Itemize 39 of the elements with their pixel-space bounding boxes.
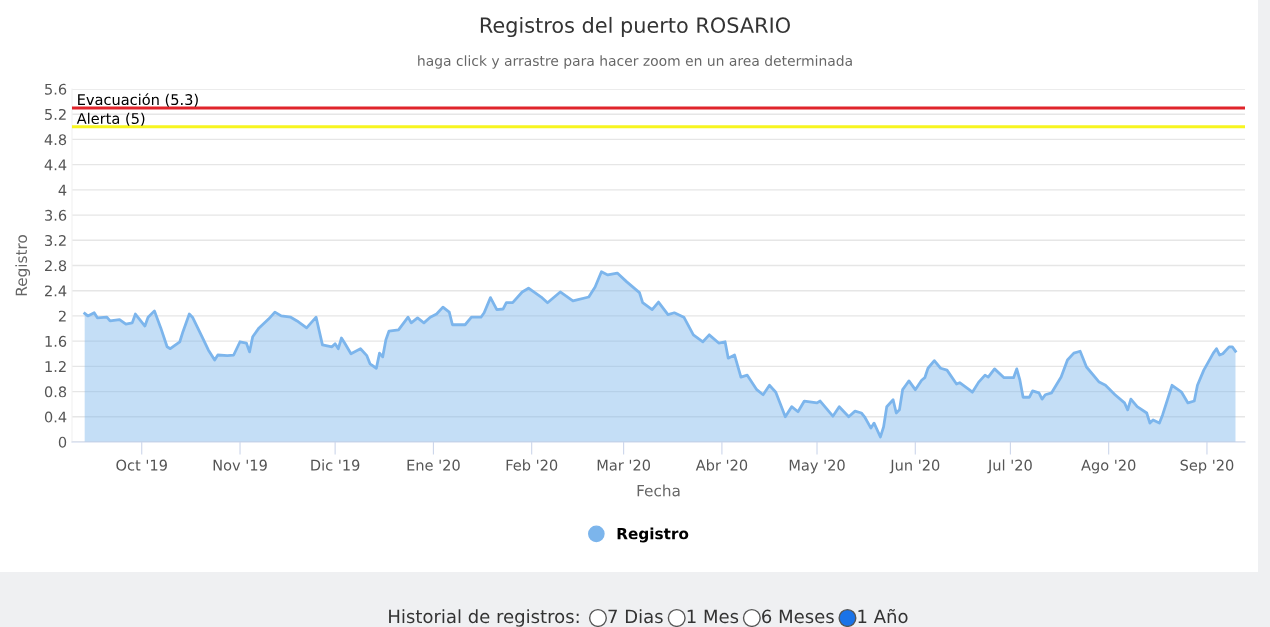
y-tick-label: 2.4 [45, 285, 67, 297]
text: 1 Año [858, 608, 908, 624]
y-tick-label: 4 [58, 184, 67, 196]
x-tick-label: Mar '20 [597, 459, 651, 471]
y-tick-label: 0 [58, 436, 67, 448]
y-tick-label: 2 [58, 310, 66, 322]
text: Historial de registros: [389, 609, 579, 627]
y-tick-label: 1.2 [45, 361, 66, 372]
y-tick-label: 3.6 [45, 209, 67, 221]
x-tick-label: Oct '19 [116, 459, 167, 471]
y-tick-label: 5.2 [45, 108, 66, 120]
legend-label: Registro [617, 527, 689, 543]
text: 6 Meses [762, 609, 834, 624]
ref-line-label: Alerta (5) [76, 112, 145, 126]
y-tick-label: 4.8 [44, 134, 67, 146]
y-tick-label: 2.8 [45, 260, 67, 272]
x-tick-label: May '20 [789, 459, 845, 474]
text: 7 Dias [608, 609, 663, 624]
text: 1 Mes [687, 609, 739, 624]
x-tick-label: Feb '20 [506, 459, 558, 471]
x-tick-label: Nov '19 [213, 459, 267, 471]
chart-title: Registros del puerto ROSARIO [480, 16, 790, 38]
x-tick-label: Jul '20 [987, 459, 1032, 474]
x-tick-label: Dic '19 [311, 459, 360, 471]
x-axis-title: Fecha [637, 484, 680, 497]
y-tick-label: 4.4 [44, 159, 67, 171]
y-axis-title: Registro [15, 235, 31, 296]
y-tick-label: 1.6 [45, 335, 67, 347]
y-tick-label: 3.2 [45, 235, 66, 247]
x-tick-label: Abr '20 [695, 459, 748, 471]
x-tick-label: Sep '20 [1180, 459, 1234, 474]
x-tick-label: Jun '20 [889, 459, 940, 474]
y-tick-label: 5.6 [45, 83, 67, 95]
y-tick-label: 0.4 [44, 411, 67, 423]
x-tick-label: Ago '20 [1081, 459, 1136, 474]
chart-subtitle: haga click y arrastre para hacer zoom en un area determinada [418, 55, 852, 69]
y-tick-label: 0.8 [44, 386, 67, 398]
ref-line-label: Evacuación (5.3) [78, 93, 198, 107]
x-tick-label: Ene '20 [407, 459, 460, 471]
